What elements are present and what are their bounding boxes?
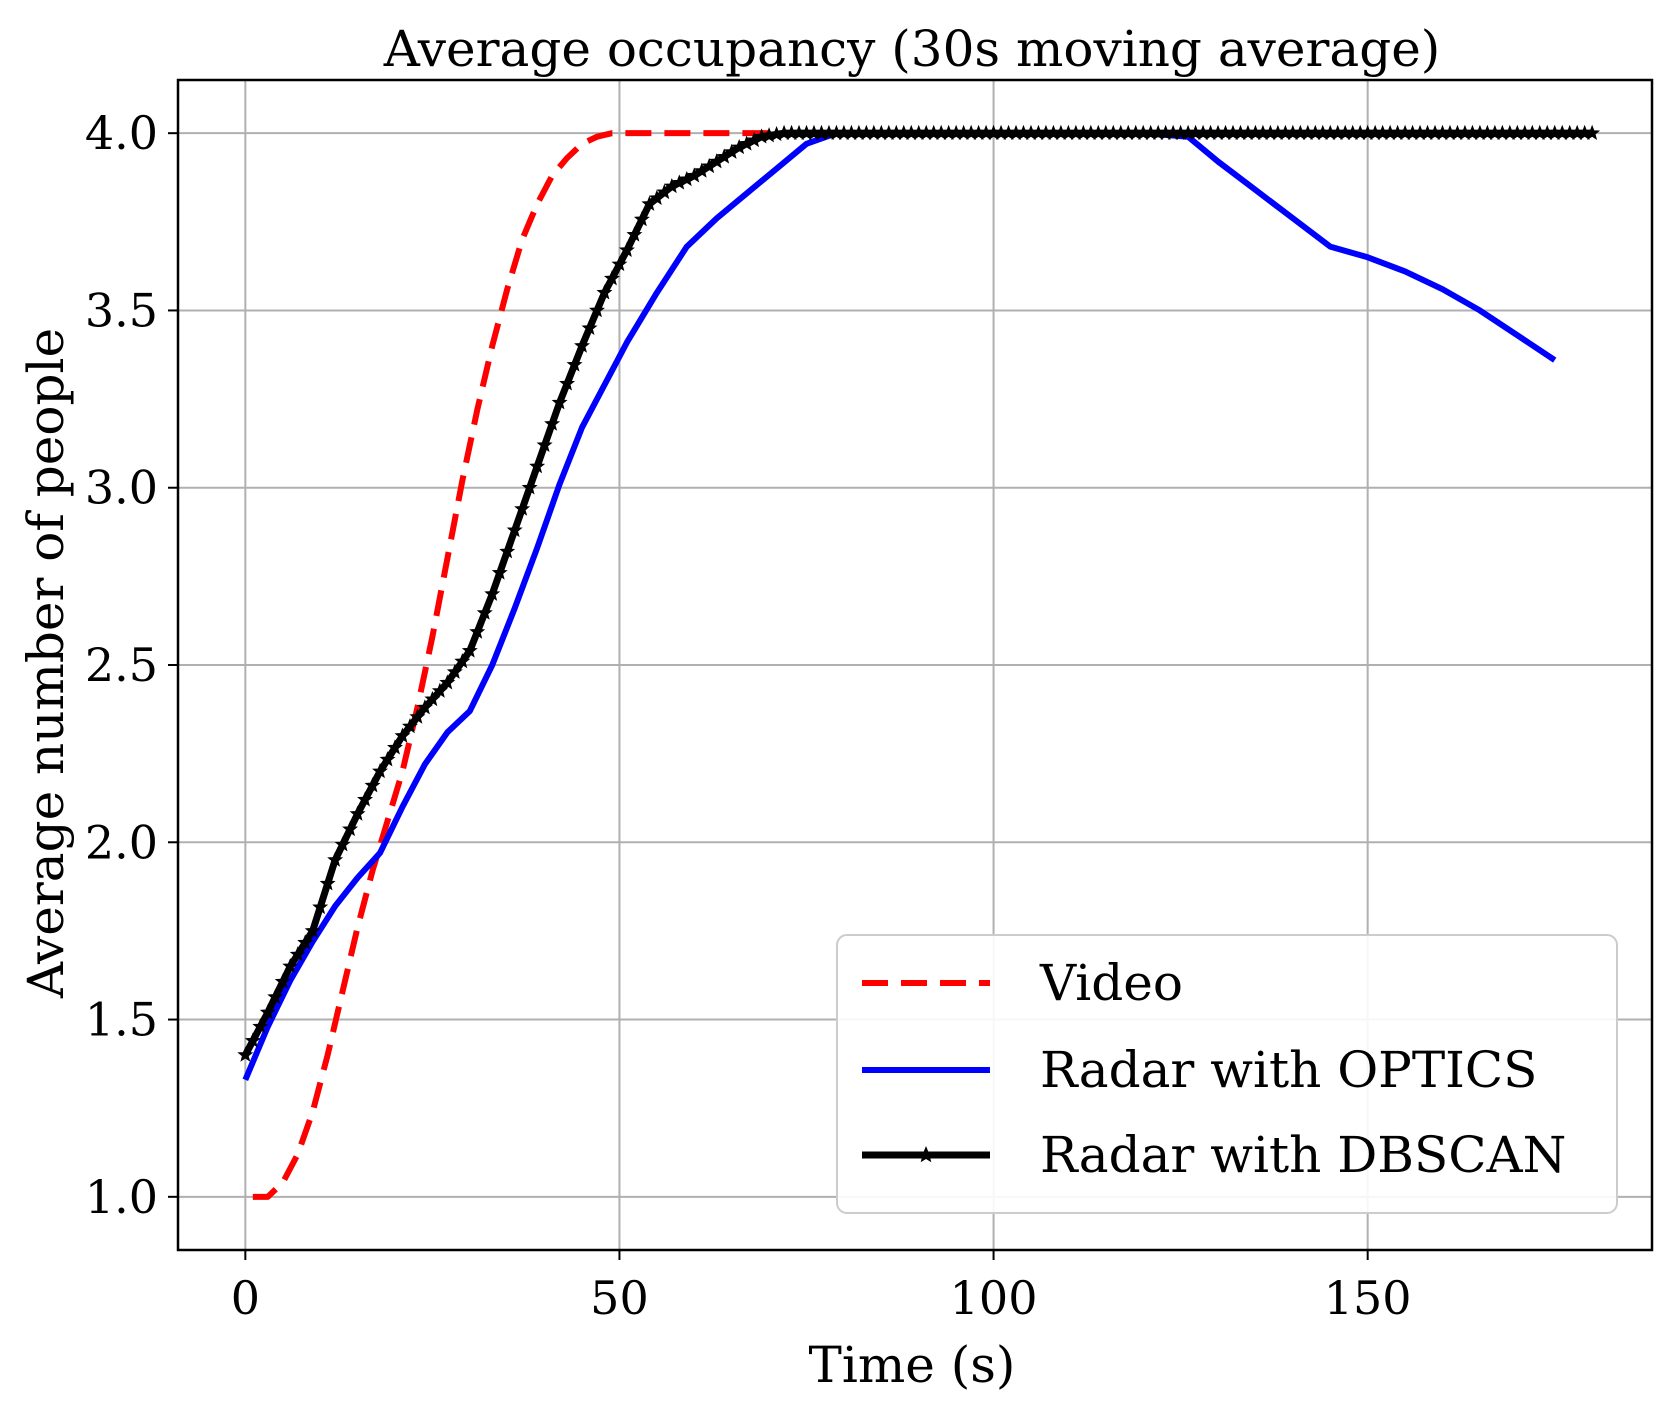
series-marker-radar-dbscan-50: [611, 255, 628, 272]
series-marker-radar-dbscan-36: [506, 521, 523, 538]
series-marker-radar-dbscan-16: [357, 791, 374, 807]
series-marker-radar-dbscan-34: [491, 564, 508, 580]
series-marker-radar-dbscan-39: [529, 458, 546, 474]
series-marker-radar-dbscan-0: [237, 1046, 254, 1062]
legend-box: [836, 934, 1618, 1214]
legend-marker-radar-dbscan: [917, 1146, 935, 1163]
series-marker-radar-dbscan-51: [618, 241, 635, 257]
series-marker-radar-dbscan-49: [603, 270, 620, 286]
series-marker-radar-dbscan-43: [559, 375, 576, 391]
series-marker-radar-dbscan-8: [297, 934, 314, 950]
y-tick-label-2: 2.0: [85, 815, 158, 869]
series-marker-radar-dbscan-3: [259, 1004, 276, 1020]
series-marker-radar-dbscan-2: [252, 1018, 269, 1034]
y-tick-label-4: 3.0: [85, 461, 158, 515]
legend: Video Radar with OPTICS Radar with DBSCA…: [836, 934, 1618, 1214]
x-axis-title: Time (s): [809, 1336, 1016, 1394]
series-marker-radar-dbscan-40: [536, 436, 553, 452]
series-marker-radar-dbscan-38: [521, 479, 538, 495]
series-marker-radar-dbscan-1: [244, 1032, 261, 1048]
x-tick-label-2: 100: [950, 1271, 1038, 1325]
series-marker-radar-dbscan-47: [589, 302, 605, 318]
y-tick-label-3: 2.5: [85, 638, 158, 692]
series-marker-radar-dbscan-6: [282, 957, 299, 974]
series-marker-radar-dbscan-46: [581, 319, 598, 335]
series-marker-radar-dbscan-23: [409, 708, 426, 724]
series-marker-radar-dbscan-24: [416, 699, 433, 715]
series-marker-radar-dbscan-20: [387, 739, 403, 755]
x-tick-label-0: 0: [231, 1271, 260, 1325]
legend-label-radar-dbscan: Radar with DBSCAN: [1040, 1126, 1566, 1184]
series-marker-radar-dbscan-29: [454, 653, 471, 669]
series-marker-radar-dbscan-42: [551, 394, 568, 410]
series-marker-radar-dbscan-28: [446, 663, 463, 679]
series-marker-radar-dbscan-25: [424, 690, 441, 707]
series-marker-radar-dbscan-32: [476, 604, 493, 620]
y-axis-title: Average number of people: [17, 328, 75, 999]
x-tick-label-1: 50: [590, 1271, 649, 1325]
series-line-radar-optics: [242, 130, 1557, 1081]
y-tick-label-6: 4.0: [85, 106, 158, 160]
series-marker-radar-dbscan-17: [364, 777, 381, 793]
series-marker-radar-dbscan-45: [574, 337, 591, 353]
series-marker-radar-dbscan-31: [469, 623, 486, 639]
tick-layer: 0 50 100 150 1.0 1.5 2.0 2.5 3.0 3.5 4.0: [85, 106, 1412, 1325]
series-marker-radar-dbscan-41: [544, 415, 561, 431]
chart-title: Average occupancy (30s moving average): [383, 20, 1441, 78]
y-tick-label-1: 1.5: [85, 993, 158, 1047]
series-marker-radar-dbscan-4: [267, 988, 284, 1004]
legend-star-radar-dbscan: [917, 1146, 935, 1163]
series-marker-radar-dbscan-21: [394, 727, 411, 743]
series-marker-radar-dbscan-44: [566, 356, 583, 372]
series-marker-radar-dbscan-53: [633, 211, 650, 227]
series-marker-radar-dbscan-19: [379, 751, 396, 767]
series-marker-radar-dbscan-35: [499, 543, 516, 559]
series-layer: [237, 124, 1601, 1200]
series-marker-radar-dbscan-10: [312, 898, 329, 915]
series-marker-radar-dbscan-33: [484, 585, 501, 601]
series-marker-radar-dbscan-30: [461, 642, 478, 658]
series-marker-radar-dbscan-22: [401, 718, 418, 734]
series-markers-radar-dbscan: [237, 124, 1601, 1062]
series-marker-radar-dbscan-52: [626, 226, 643, 242]
series-marker-radar-dbscan-26: [431, 682, 448, 698]
series-marker-radar-dbscan-9: [304, 922, 321, 938]
series-marker-radar-dbscan-5: [274, 973, 291, 989]
series-marker-radar-dbscan-7: [289, 946, 306, 962]
legend-label-radar-optics: Radar with OPTICS: [1040, 1041, 1537, 1099]
series-marker-radar-dbscan-18: [372, 762, 389, 779]
y-tick-label-0: 1.0: [85, 1170, 158, 1224]
series-marker-radar-dbscan-12: [327, 851, 344, 867]
y-tick-label-5: 3.5: [85, 283, 158, 337]
series-marker-radar-dbscan-180: [1584, 124, 1601, 140]
series-marker-radar-dbscan-15: [349, 805, 366, 821]
series-marker-radar-dbscan-27: [439, 674, 456, 690]
series-marker-radar-dbscan-37: [514, 500, 531, 516]
series-marker-radar-dbscan-13: [334, 836, 351, 852]
legend-label-video: Video: [1039, 954, 1183, 1012]
series-marker-radar-dbscan-14: [342, 820, 359, 837]
x-tick-label-3: 150: [1324, 1271, 1412, 1325]
series-marker-radar-dbscan-48: [596, 284, 613, 300]
series-marker-radar-dbscan-11: [319, 875, 336, 891]
